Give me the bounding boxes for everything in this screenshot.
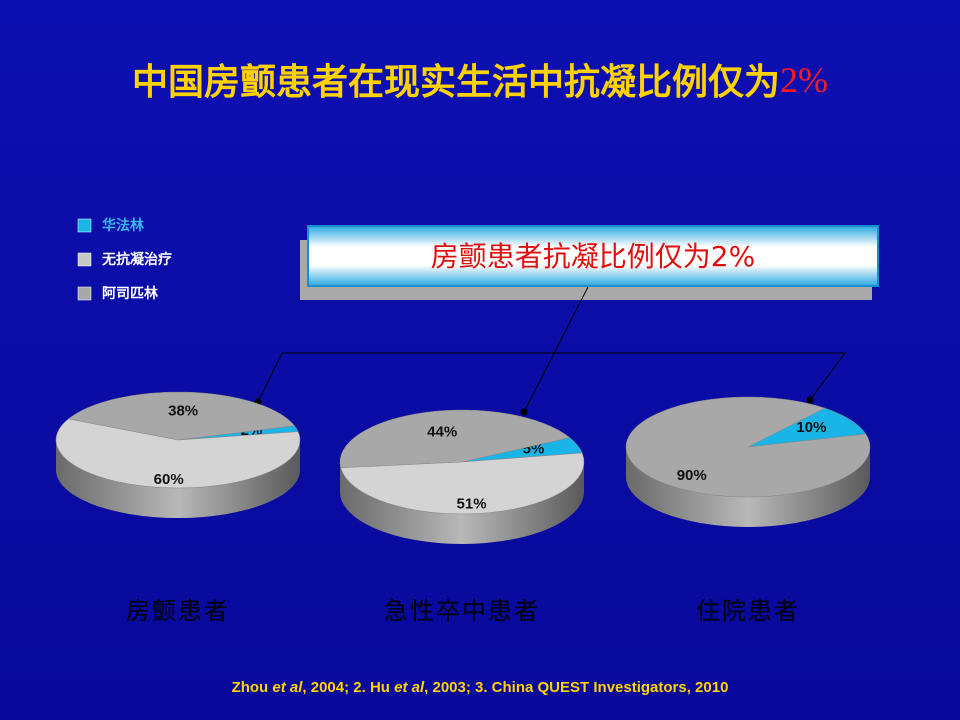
connector-dot [806, 396, 814, 404]
pie-slice [625, 396, 871, 498]
citation-part: et al [272, 679, 303, 696]
legend-label: 无抗凝治疗 [101, 251, 172, 268]
citation-part: Zhou [232, 679, 273, 696]
citation-part: , 2003; 3. China QUEST Investigators, 20… [424, 679, 728, 696]
callout-text: 房颤患者抗凝比例仅为2% [431, 240, 755, 273]
legend-swatch [77, 252, 92, 267]
pie-value-label: 60% [154, 471, 184, 488]
title-highlight: 2% [780, 60, 828, 100]
callout-box [307, 225, 879, 287]
connector-dot [520, 408, 528, 416]
pie-slice [339, 409, 571, 469]
pie-slice [340, 452, 585, 515]
pie-slice [67, 391, 296, 441]
title-text: 中国房颤患者在现实生活中抗凝比例仅为 [132, 61, 780, 103]
pie-value-label: 51% [457, 495, 487, 512]
citation: Zhou et al, 2004; 2. Hu et al, 2003; 3. … [232, 679, 729, 696]
pie-value-label: 10% [796, 419, 826, 436]
citation-part: et al [394, 679, 425, 696]
connectors [257, 286, 846, 413]
pie-value-label: 44% [427, 424, 457, 441]
legend-swatch [77, 286, 92, 301]
connector-line [523, 286, 589, 413]
slide-title: 中国房颤患者在现实生活中抗凝比例仅为2% [132, 60, 828, 103]
legend-label: 阿司匹林 [102, 285, 158, 302]
legend-swatch [77, 218, 92, 233]
legend-label: 华法林 [102, 217, 144, 234]
pie-title: 房颤患者 [126, 597, 230, 625]
pie-title: 住院患者 [696, 597, 800, 625]
pie-value-label: 38% [168, 403, 198, 420]
pie-slice [55, 418, 301, 489]
pie-side [340, 462, 584, 544]
pie-side [626, 447, 870, 527]
pie-title: 急性卒中患者 [384, 597, 540, 625]
citation-part: , 2004; 2. Hu [302, 679, 394, 696]
pie-side [56, 440, 300, 518]
connector-line [257, 352, 846, 403]
pie-value-label: 90% [677, 467, 707, 484]
